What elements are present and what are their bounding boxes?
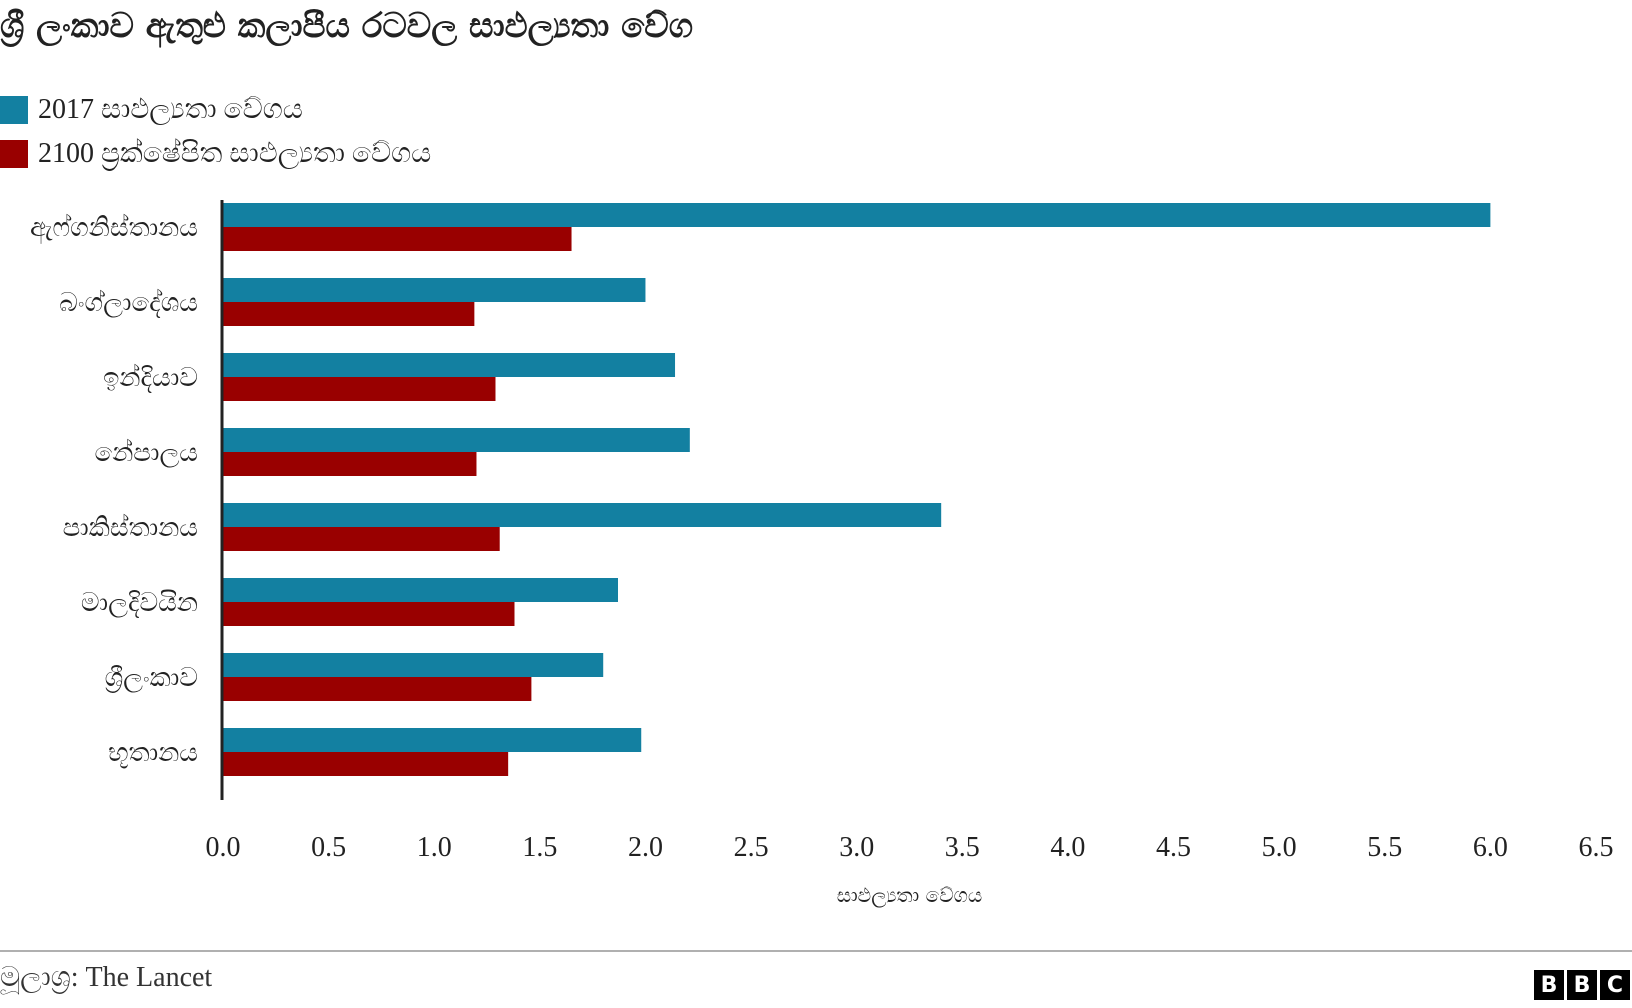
bar-2017-0 [223, 203, 1491, 227]
x-tick-label-1: 0.5 [311, 832, 346, 863]
bbc-logo: B B C [1534, 970, 1630, 1000]
x-tick-label-4: 2.0 [628, 832, 663, 863]
category-label-0: ඇෆ්ගනිස්තානය [30, 213, 198, 244]
legend-item-2100: 2100 ප්‍රක්ෂේපිත සාඵල්‍යතා වේගය [0, 132, 431, 176]
bar-2100-6 [223, 677, 532, 701]
category-label-7: භූතානය [108, 738, 198, 768]
category-label-2: ඉන්දියාව [103, 363, 198, 393]
bar-2100-7 [223, 752, 509, 776]
legend-swatch-2017 [0, 96, 28, 124]
footer-divider [0, 950, 1632, 952]
category-label-4: පාකිස්තානය [63, 513, 198, 542]
x-tick-label-12: 6.0 [1473, 832, 1508, 863]
x-axis-label: සාඵල්‍යතා වේගය [837, 883, 983, 908]
x-tick-label-8: 4.0 [1050, 832, 1085, 863]
bar-2017-5 [223, 578, 619, 602]
bar-2017-6 [223, 653, 604, 677]
bar-2100-5 [223, 602, 515, 626]
source-note: මූලාශ්‍ර: The Lancet [0, 962, 213, 993]
x-tick-label-7: 3.5 [945, 832, 980, 863]
bar-2100-3 [223, 452, 477, 476]
bar-2017-3 [223, 428, 690, 452]
legend-label-2100: 2100 ප්‍රක්ෂේපිත සාඵල්‍යතා වේගය [38, 138, 432, 169]
x-tick-label-6: 3.0 [839, 832, 874, 863]
x-tick-label-10: 5.0 [1262, 832, 1297, 863]
category-label-6: ශ්‍රීලංකාව [105, 663, 198, 694]
x-tick-label-13: 6.5 [1579, 832, 1614, 863]
x-tick-label-5: 2.5 [734, 832, 769, 863]
category-label-5: මාලදිවයින [81, 588, 198, 618]
bbc-logo-letter: C [1600, 970, 1630, 1000]
category-label-3: නේපාලය [94, 438, 198, 468]
x-tick-label-11: 5.5 [1367, 832, 1402, 863]
x-tick-label-9: 4.5 [1156, 832, 1191, 863]
x-tick-label-0: 0.0 [206, 832, 241, 863]
bar-2100-4 [223, 527, 500, 551]
bbc-logo-letter: B [1534, 970, 1564, 1000]
bar-2100-1 [223, 302, 475, 326]
bar-2017-4 [223, 503, 942, 527]
category-label-1: බංග්ලාදේශය [59, 288, 198, 318]
legend-item-2017: 2017 සාඵල්‍යතා වේගය [0, 88, 431, 132]
legend-label-2017: 2017 සාඵල්‍යතා වේගය [38, 94, 303, 125]
bar-2017-1 [223, 278, 646, 302]
legend-swatch-2100 [0, 140, 28, 168]
bar-2017-2 [223, 353, 676, 377]
x-tick-label-3: 1.5 [522, 832, 557, 863]
x-tick-label-2: 1.0 [417, 832, 452, 863]
bar-2100-0 [223, 227, 572, 251]
chart-title: ශ්‍රී ලංකාව ඇතුළු කලාපීය රටවල සාඵල්‍යතා … [0, 6, 694, 46]
bar-chart: ඇෆ්ගනිස්තානය බංග්ලාදේශය ඉන්දියාව නේපාලය පාකි… [30, 200, 1614, 908]
bbc-logo-letter: B [1567, 970, 1597, 1000]
legend: 2017 සාඵල්‍යතා වේගය 2100 ප්‍රක්ෂේපිත සාඵ… [0, 88, 431, 176]
bar-2100-2 [223, 377, 496, 401]
bar-2017-7 [223, 728, 642, 752]
